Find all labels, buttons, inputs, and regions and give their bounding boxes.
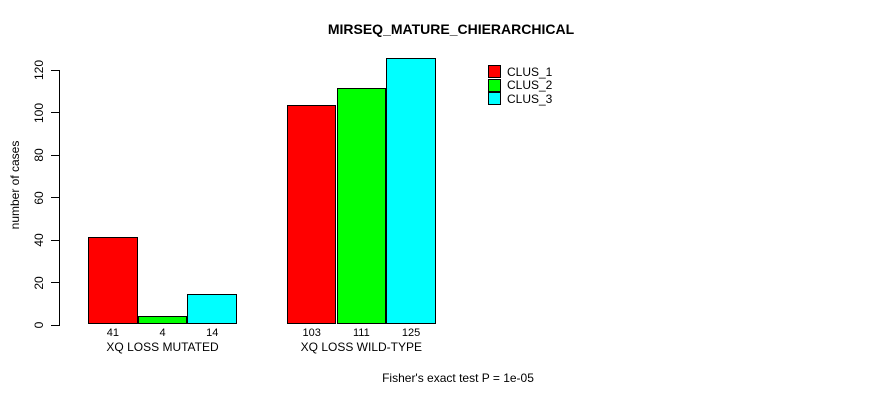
legend-swatch-clus_3 (488, 92, 501, 106)
y-tick-mark (51, 69, 59, 71)
y-tick-mark (51, 282, 59, 283)
bar-clus_2-xq-loss-wild-type (336, 88, 387, 324)
legend-label: CLUS_2 (507, 78, 553, 93)
legend-label: CLUS_1 (507, 64, 553, 79)
y-tick-mark (51, 197, 59, 198)
y-tick-mark (51, 324, 59, 326)
bar-value-label: 4 (159, 327, 166, 339)
y-tick-mark (51, 112, 59, 113)
category-label: XQ LOSS MUTATED (106, 340, 219, 354)
bar-clus_1-xq-loss-mutated (88, 236, 138, 324)
legend-swatch-clus_2 (488, 78, 501, 92)
bar-value-label: 125 (401, 327, 421, 339)
legend-row: CLUS_3 (488, 92, 552, 106)
bar-value-label: 103 (302, 327, 321, 339)
y-tick-label: 40 (32, 233, 46, 247)
bar-clus_2-xq-loss-mutated (137, 315, 188, 324)
legend-swatch-clus_1 (488, 65, 501, 79)
chart-title: MIRSEQ_MATURE_CHIERARCHICAL (327, 21, 575, 37)
y-tick-label: 0 (32, 321, 46, 329)
bar-clus_3-xq-loss-mutated (187, 294, 238, 324)
legend: CLUS_1 CLUS_2 CLUS_3 (488, 65, 552, 106)
bar-clus_3-xq-loss-wild-type (386, 58, 436, 324)
y-tick-label: 80 (32, 148, 46, 162)
y-tick-mark (51, 239, 59, 241)
bar-value-label: 111 (352, 327, 370, 339)
y-tick-label: 120 (32, 59, 46, 81)
footnote: Fisher's exact test P = 1e-05 (382, 371, 534, 385)
y-axis-line (59, 70, 60, 326)
y-tick-mark (51, 154, 59, 156)
bar-clus_1-xq-loss-wild-type (286, 105, 337, 324)
bar-value-label: 41 (106, 327, 119, 339)
legend-row: CLUS_2 (488, 78, 553, 93)
legend-label: CLUS_3 (507, 91, 553, 106)
y-tick-label: 20 (32, 275, 46, 290)
category-label: XQ LOSS WILD-TYPE (300, 340, 423, 354)
y-tick-label: 60 (32, 190, 46, 205)
y-axis-label: number of cases (8, 140, 22, 230)
bar-value-label: 14 (206, 327, 219, 339)
y-tick-label: 100 (32, 102, 46, 123)
legend-row: CLUS_1 (488, 65, 552, 79)
